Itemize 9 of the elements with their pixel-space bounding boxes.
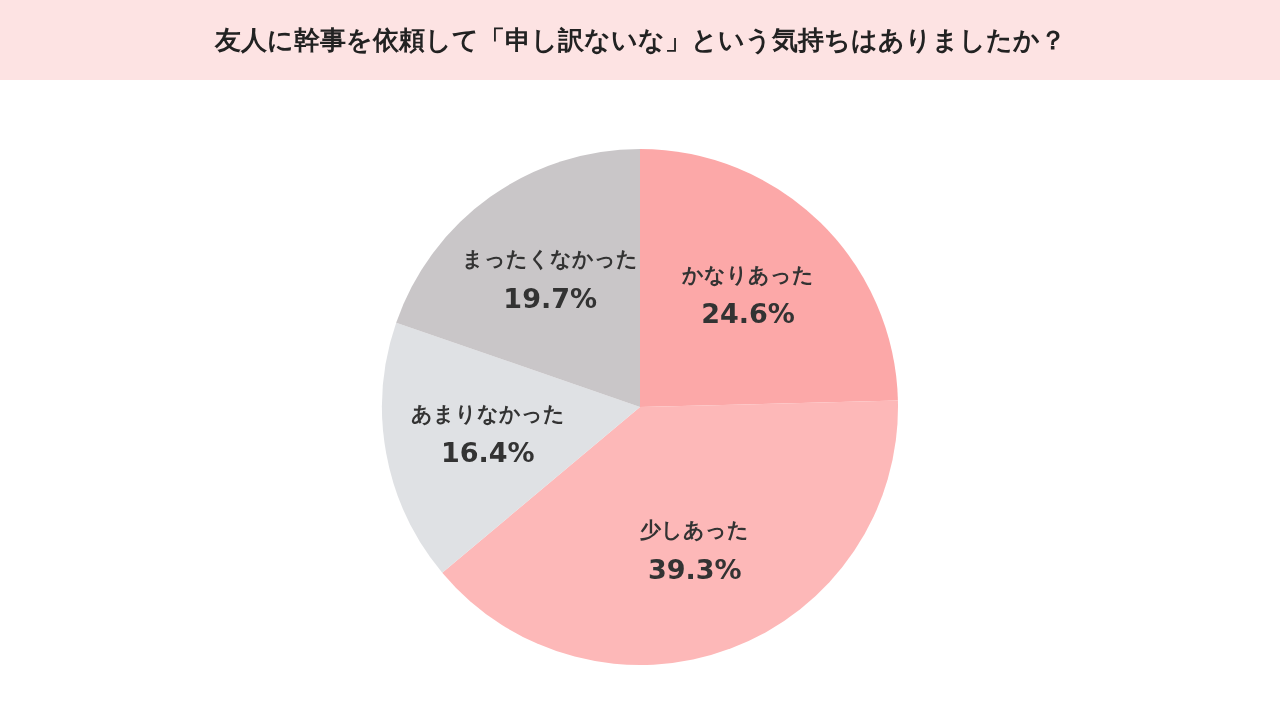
- data-label: 39.3%: [647, 553, 742, 585]
- slice-label: まったくなかった: [462, 247, 639, 272]
- slice-label: あまりなかった: [410, 401, 565, 426]
- slice-label: かなりあった: [681, 262, 815, 287]
- slice-label: 少しあった: [640, 518, 750, 543]
- data-label: 19.7%: [503, 282, 598, 314]
- data-label: 16.4%: [440, 437, 535, 469]
- data-label: 24.6%: [701, 298, 795, 330]
- chart-title: 友人に幹事を依頼して「申し訳ないな」という気持ちはありましたか？: [214, 23, 1066, 57]
